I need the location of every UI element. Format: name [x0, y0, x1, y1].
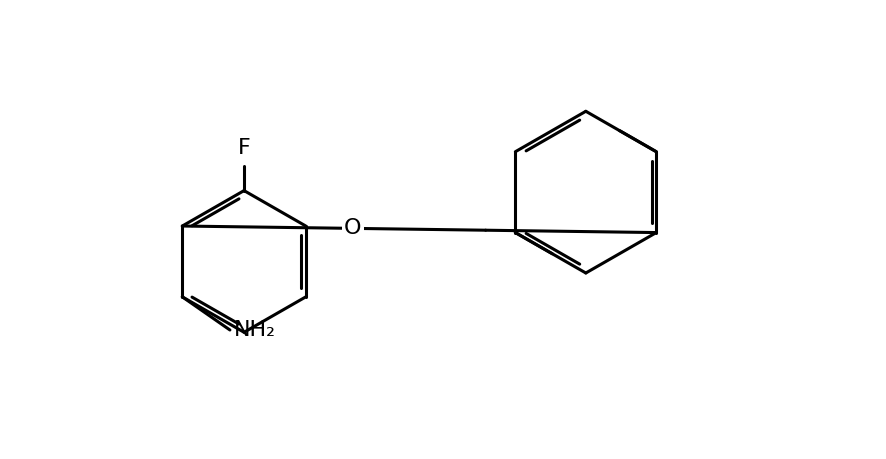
Text: O: O [344, 218, 361, 238]
Text: F: F [237, 138, 251, 158]
Text: NH₂: NH₂ [234, 320, 276, 340]
